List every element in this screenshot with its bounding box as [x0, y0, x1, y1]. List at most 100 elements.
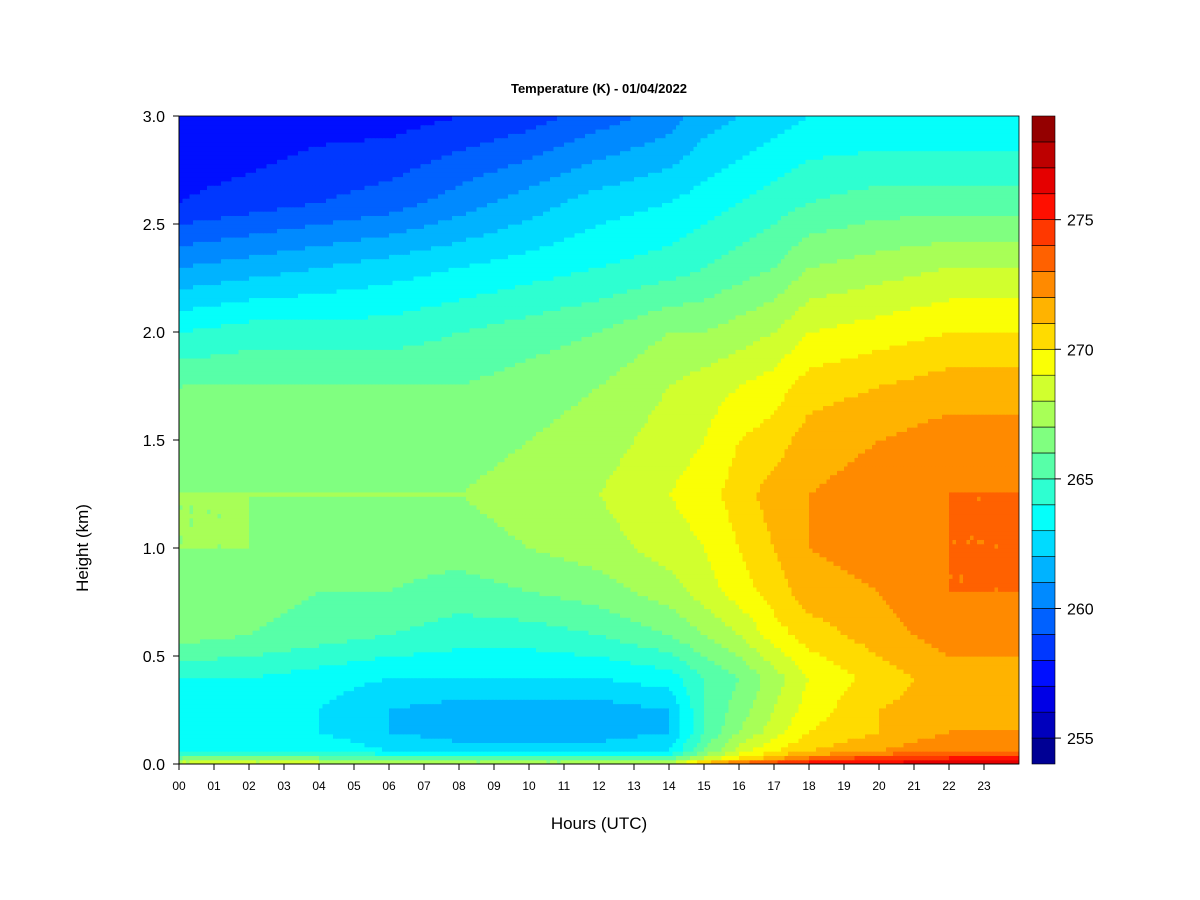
heatmap-cell [480, 755, 484, 760]
heatmap-cell [848, 751, 852, 756]
heatmap-cell [421, 712, 425, 717]
heatmap-cell [498, 704, 502, 709]
heatmap-cell [575, 734, 579, 739]
heatmap-cell [820, 742, 824, 747]
heatmap-cell [421, 734, 425, 739]
heatmap-cell [197, 695, 201, 700]
heatmap-cell [911, 716, 915, 721]
heatmap-cell [571, 682, 575, 687]
heatmap-cell [543, 738, 547, 743]
heatmap-cell [463, 699, 467, 704]
heatmap-cell [575, 725, 579, 730]
heatmap-cell [438, 755, 442, 760]
heatmap-cell [620, 704, 624, 709]
heatmap-cell [795, 682, 799, 687]
heatmap-cell [270, 751, 274, 756]
heatmap-cell [582, 725, 586, 730]
heatmap-cell [312, 729, 316, 734]
heatmap-cell [879, 725, 883, 730]
heatmap-cell [813, 691, 817, 696]
heatmap-cell [956, 712, 960, 717]
heatmap-cell [330, 755, 334, 760]
heatmap-cell [774, 751, 778, 756]
heatmap-cell [820, 738, 824, 743]
heatmap-cell [477, 755, 481, 760]
heatmap-cell [221, 682, 225, 687]
heatmap-cell [197, 721, 201, 726]
heatmap-cell [974, 704, 978, 709]
heatmap-cell [680, 725, 684, 730]
heatmap-cell [421, 682, 425, 687]
heatmap-cell [508, 751, 512, 756]
heatmap-cell [592, 699, 596, 704]
heatmap-cell [365, 695, 369, 700]
heatmap-cell [305, 755, 309, 760]
heatmap-cell [1002, 695, 1006, 700]
heatmap-cell [834, 708, 838, 713]
heatmap-cell [935, 755, 939, 760]
heatmap-cell [557, 704, 561, 709]
heatmap-cell [344, 712, 348, 717]
heatmap-cell [298, 747, 302, 752]
heatmap-cell [788, 742, 792, 747]
heatmap-cell [421, 691, 425, 696]
heatmap-cell [680, 734, 684, 739]
heatmap-cell [235, 716, 239, 721]
heatmap-cell [473, 695, 477, 700]
heatmap-cell [764, 725, 768, 730]
heatmap-cell [795, 755, 799, 760]
heatmap-cell [396, 682, 400, 687]
heatmap-cell [372, 725, 376, 730]
heatmap-cell [515, 699, 519, 704]
heatmap-cell [862, 686, 866, 691]
heatmap-cell [617, 695, 621, 700]
heatmap-cell [799, 738, 803, 743]
heatmap-cell [358, 716, 362, 721]
heatmap-cell [718, 725, 722, 730]
heatmap-cell [1012, 695, 1016, 700]
heatmap-cell [1009, 704, 1013, 709]
heatmap-cell [781, 691, 785, 696]
heatmap-cell [897, 708, 901, 713]
heatmap-cell [547, 721, 551, 726]
heatmap-cell [1005, 682, 1009, 687]
heatmap-cell [389, 738, 393, 743]
heatmap-cell [795, 708, 799, 713]
heatmap-cell [862, 747, 866, 752]
heatmap-cell [907, 725, 911, 730]
heatmap-cell [970, 721, 974, 726]
heatmap-cell [571, 755, 575, 760]
heatmap-cell [946, 755, 950, 760]
heatmap-cell [564, 721, 568, 726]
heatmap-cell [844, 682, 848, 687]
heatmap-cell [617, 742, 621, 747]
heatmap-cell [949, 751, 953, 756]
heatmap-cell [659, 682, 663, 687]
heatmap-cell [218, 725, 222, 730]
heatmap-cell [312, 686, 316, 691]
heatmap-cell [620, 729, 624, 734]
heatmap-cell [949, 734, 953, 739]
heatmap-cell [242, 699, 246, 704]
heatmap-cell [1012, 755, 1016, 760]
heatmap-cell [718, 704, 722, 709]
heatmap-cell [365, 708, 369, 713]
heatmap-cell [452, 734, 456, 739]
heatmap-cell [312, 682, 316, 687]
heatmap-cell [540, 712, 544, 717]
heatmap-cell [942, 734, 946, 739]
heatmap-cell [501, 691, 505, 696]
heatmap-cell [337, 738, 341, 743]
heatmap-cell [466, 729, 470, 734]
heatmap-cell [557, 725, 561, 730]
heatmap-cell [795, 686, 799, 691]
heatmap-cell [949, 686, 953, 691]
heatmap-cell [806, 755, 810, 760]
heatmap-cell [438, 734, 442, 739]
heatmap-cell [207, 721, 211, 726]
heatmap-cell [641, 747, 645, 752]
heatmap-cell [837, 682, 841, 687]
heatmap-cell [207, 712, 211, 717]
heatmap-cell [718, 747, 722, 752]
heatmap-cell [375, 708, 379, 713]
